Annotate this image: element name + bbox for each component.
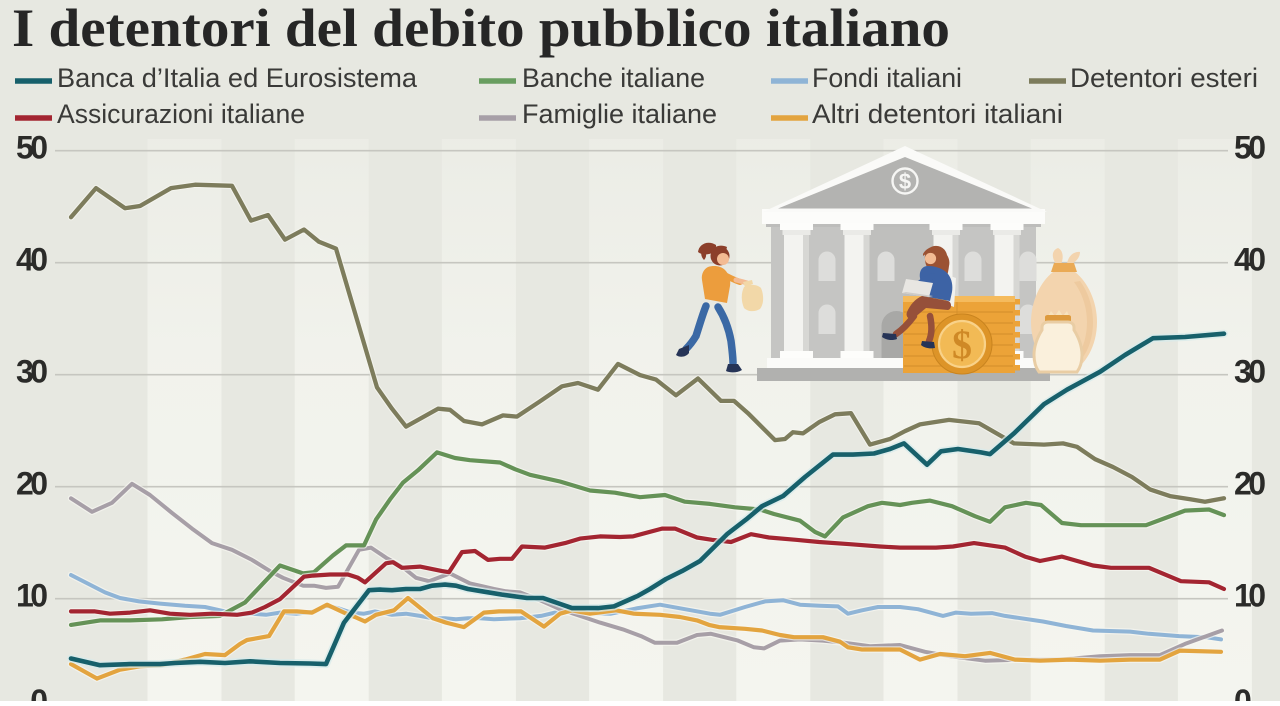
svg-text:I detentori del debito pubblic: I detentori del debito pubblico italiano bbox=[12, 0, 950, 58]
svg-text:0: 0 bbox=[30, 683, 48, 701]
svg-text:Banche italiane: Banche italiane bbox=[522, 63, 705, 93]
svg-text:30: 30 bbox=[16, 354, 48, 390]
svg-text:40: 40 bbox=[16, 242, 48, 278]
svg-text:50: 50 bbox=[16, 130, 48, 166]
svg-text:Altri detentori italiani: Altri detentori italiani bbox=[812, 99, 1063, 129]
svg-text:20: 20 bbox=[1234, 466, 1266, 502]
svg-text:Detentori esteri: Detentori esteri bbox=[1070, 63, 1258, 93]
svg-text:Fondi italiani: Fondi italiani bbox=[812, 63, 962, 93]
svg-text:20: 20 bbox=[16, 466, 48, 502]
svg-text:40: 40 bbox=[1234, 242, 1266, 278]
svg-text:Assicurazioni italiane: Assicurazioni italiane bbox=[57, 99, 305, 129]
svg-text:Famiglie italiane: Famiglie italiane bbox=[522, 99, 717, 129]
svg-text:Banca d’Italia ed Eurosistema: Banca d’Italia ed Eurosistema bbox=[57, 63, 418, 93]
svg-text:10: 10 bbox=[16, 578, 48, 614]
svg-text:$: $ bbox=[952, 322, 972, 367]
svg-text:30: 30 bbox=[1234, 354, 1266, 390]
svg-text:50: 50 bbox=[1234, 130, 1266, 166]
svg-text:$: $ bbox=[899, 169, 911, 194]
svg-text:0: 0 bbox=[1234, 683, 1252, 701]
svg-text:10: 10 bbox=[1234, 578, 1266, 614]
